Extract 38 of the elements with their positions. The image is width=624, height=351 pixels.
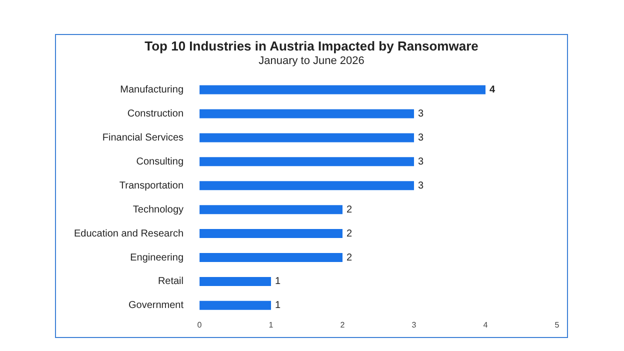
bar	[200, 229, 343, 238]
bar	[200, 205, 343, 214]
y-tick-label: Transportation	[119, 180, 184, 192]
y-tick-label: Technology	[132, 204, 184, 216]
data-label: 1	[275, 300, 282, 312]
x-tick-label: 1	[268, 320, 274, 330]
data-label: 1	[275, 276, 282, 288]
x-tick-label: 2	[340, 320, 346, 330]
bar	[200, 276, 272, 286]
data-label: 2	[346, 228, 353, 240]
y-tick-label: Government	[128, 300, 184, 312]
bar	[200, 300, 272, 310]
data-label: 2	[346, 204, 353, 216]
bar	[200, 181, 414, 190]
y-tick-label: Manufacturing	[120, 84, 184, 96]
data-label: 3	[418, 132, 424, 144]
x-tick-label: 4	[483, 320, 488, 330]
x-tick-label: 3	[412, 320, 417, 330]
bar	[200, 109, 414, 118]
y-tick-label: Engineering	[130, 252, 184, 264]
y-tick-label: Construction	[127, 108, 184, 120]
data-label: 4	[490, 84, 496, 96]
bar	[200, 157, 414, 166]
data-label: 3	[418, 108, 424, 120]
bar	[200, 133, 414, 142]
y-tick-label: Retail	[158, 276, 184, 288]
y-tick-label: Financial Services	[102, 132, 184, 144]
chart-subtitle: January to June 2026	[258, 55, 364, 68]
chart-title: Top 10 Industries in Austria Impacted by Ransomware	[144, 38, 478, 54]
x-tick-label: 0	[197, 320, 202, 330]
y-tick-label: Education and Research	[74, 228, 184, 240]
data-label: 3	[418, 156, 424, 168]
bar	[200, 85, 486, 94]
y-tick-label: Consulting	[136, 156, 184, 168]
x-tick-label: 5	[554, 320, 560, 330]
data-label: 2	[346, 252, 353, 264]
bar	[200, 253, 343, 262]
data-label: 3	[418, 180, 424, 192]
